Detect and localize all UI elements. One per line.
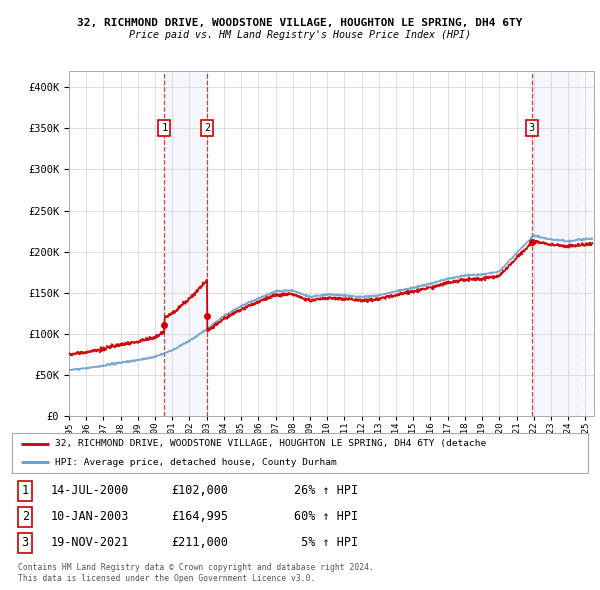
Text: 60% ↑ HPI: 60% ↑ HPI	[294, 510, 358, 523]
Text: 32, RICHMOND DRIVE, WOODSTONE VILLAGE, HOUGHTON LE SPRING, DH4 6TY (detache: 32, RICHMOND DRIVE, WOODSTONE VILLAGE, H…	[55, 440, 487, 448]
Text: £211,000: £211,000	[171, 536, 228, 549]
Text: 26% ↑ HPI: 26% ↑ HPI	[294, 484, 358, 497]
Text: 5% ↑ HPI: 5% ↑ HPI	[294, 536, 358, 549]
Text: Price paid vs. HM Land Registry's House Price Index (HPI): Price paid vs. HM Land Registry's House …	[129, 30, 471, 40]
Text: 3: 3	[529, 123, 535, 133]
Text: 19-NOV-2021: 19-NOV-2021	[51, 536, 130, 549]
Bar	[532, 71, 578, 416]
Text: 3: 3	[22, 536, 29, 549]
Text: 2: 2	[204, 123, 211, 133]
Bar	[577, 71, 594, 416]
Text: £102,000: £102,000	[171, 484, 228, 497]
Bar	[164, 71, 207, 416]
Text: 10-JAN-2003: 10-JAN-2003	[51, 510, 130, 523]
Text: HPI: Average price, detached house, County Durham: HPI: Average price, detached house, Coun…	[55, 458, 337, 467]
Text: 1: 1	[161, 123, 167, 133]
Text: This data is licensed under the Open Government Licence v3.0.: This data is licensed under the Open Gov…	[18, 574, 316, 583]
Text: £164,995: £164,995	[171, 510, 228, 523]
Text: 1: 1	[22, 484, 29, 497]
Text: 14-JUL-2000: 14-JUL-2000	[51, 484, 130, 497]
Text: 32, RICHMOND DRIVE, WOODSTONE VILLAGE, HOUGHTON LE SPRING, DH4 6TY: 32, RICHMOND DRIVE, WOODSTONE VILLAGE, H…	[77, 18, 523, 28]
Text: 2: 2	[22, 510, 29, 523]
Text: Contains HM Land Registry data © Crown copyright and database right 2024.: Contains HM Land Registry data © Crown c…	[18, 563, 374, 572]
